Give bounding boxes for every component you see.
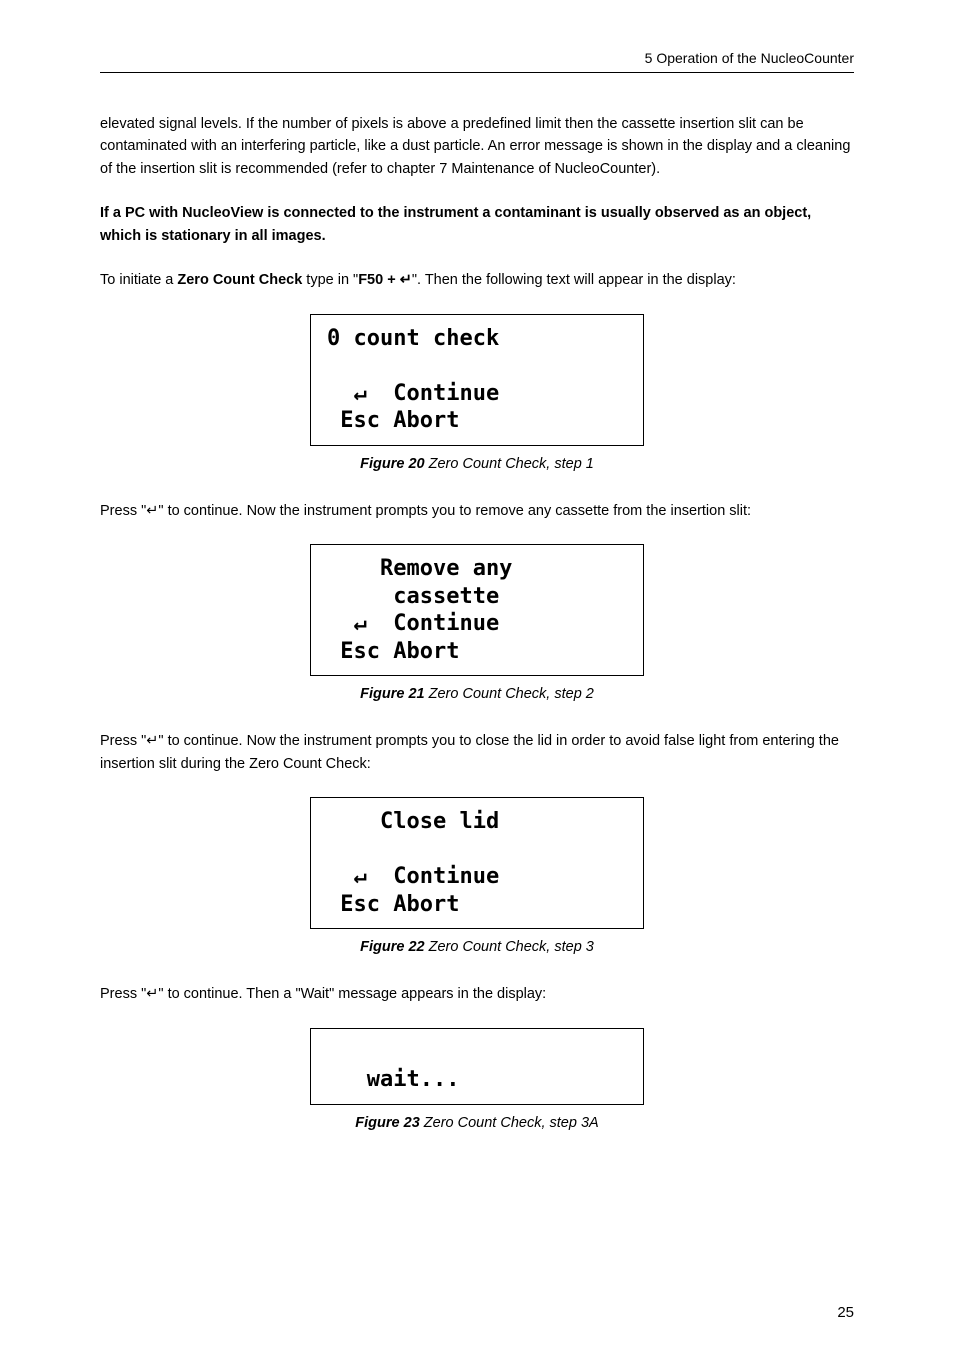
fig22-label: Figure 22 xyxy=(360,939,424,955)
header-text: 5 Operation of the NucleoCounter xyxy=(645,50,854,66)
fig20-label: Figure 20 xyxy=(360,456,424,472)
para3-bold2: F50 + ↵ xyxy=(358,272,412,288)
figure-22-caption: Figure 22 Zero Count Check, step 3 xyxy=(100,939,854,955)
running-header: 5 Operation of the NucleoCounter xyxy=(100,50,854,73)
paragraph-1: elevated signal levels. If the number of… xyxy=(100,113,854,180)
display-box-3: Close lid ↵ Continue Esc Abort xyxy=(310,797,644,929)
para3-pre: To initiate a xyxy=(100,272,177,288)
paragraph-4: Press "↵" to continue. Now the instrumen… xyxy=(100,500,854,522)
page-container: 5 Operation of the NucleoCounter elevate… xyxy=(0,0,954,1351)
figure-20-caption: Figure 20 Zero Count Check, step 1 xyxy=(100,456,854,472)
fig21-text: Zero Count Check, step 2 xyxy=(425,686,594,702)
para3-mid: type in " xyxy=(302,272,358,288)
para3-bold1: Zero Count Check xyxy=(177,272,302,288)
display-box-4: wait... xyxy=(310,1028,644,1105)
display-box-1: 0 count check ↵ Continue Esc Abort xyxy=(310,314,644,446)
para3-post: ". Then the following text will appear i… xyxy=(412,272,736,288)
paragraph-5: Press "↵" to continue. Now the instrumen… xyxy=(100,730,854,775)
fig23-text: Zero Count Check, step 3A xyxy=(420,1115,599,1131)
fig21-label: Figure 21 xyxy=(360,686,424,702)
paragraph-3: To initiate a Zero Count Check type in "… xyxy=(100,269,854,291)
figure-23-caption: Figure 23 Zero Count Check, step 3A xyxy=(100,1115,854,1131)
figure-21-caption: Figure 21 Zero Count Check, step 2 xyxy=(100,686,854,702)
fig23-label: Figure 23 xyxy=(355,1115,419,1131)
display-box-2: Remove any cassette ↵ Continue Esc Abort xyxy=(310,544,644,676)
fig20-text: Zero Count Check, step 1 xyxy=(425,456,594,472)
paragraph-2-bold: If a PC with NucleoView is connected to … xyxy=(100,202,854,247)
paragraph-6: Press "↵" to continue. Then a "Wait" mes… xyxy=(100,983,854,1005)
page-number: 25 xyxy=(837,1304,854,1321)
fig22-text: Zero Count Check, step 3 xyxy=(425,939,594,955)
